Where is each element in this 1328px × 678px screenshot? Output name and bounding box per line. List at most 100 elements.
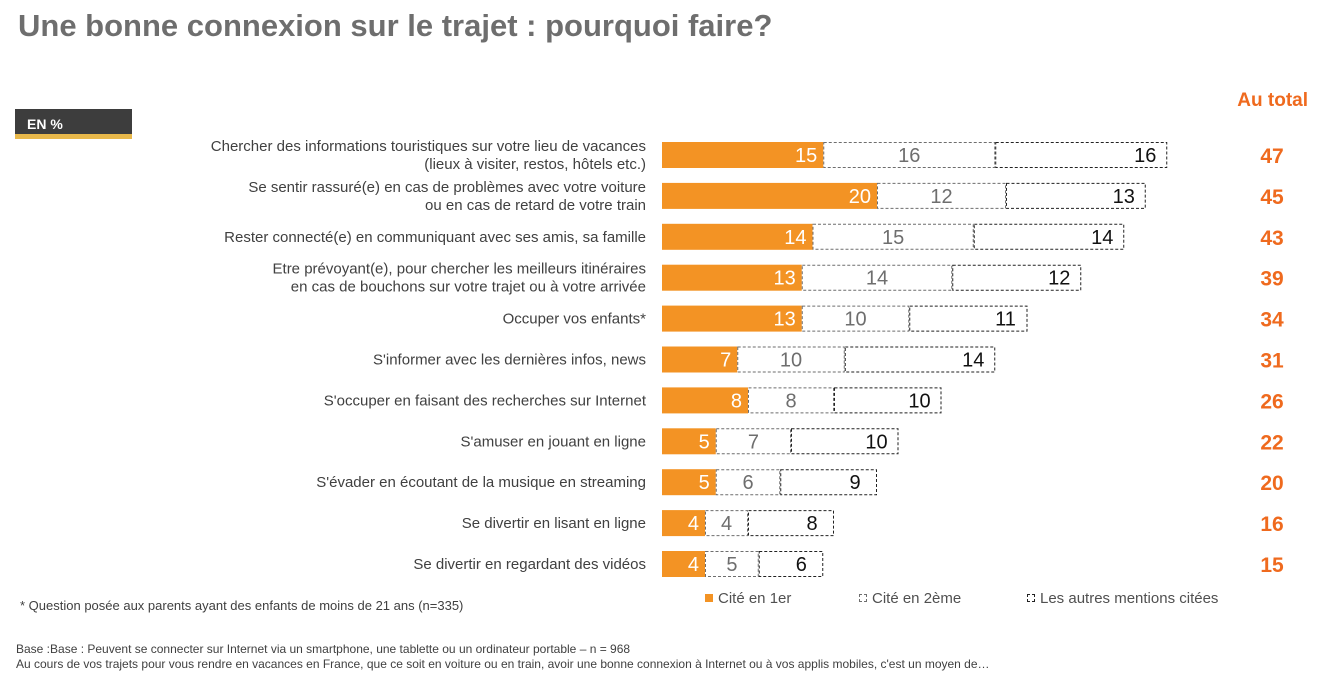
- legend-swatch-series-1: [705, 594, 713, 603]
- category-label: Etre prévoyant(e), pour chercher les mei…: [273, 261, 646, 278]
- bar-segment-cite-1er: [662, 305, 802, 332]
- bar-segment-autres-mentions: [748, 510, 834, 537]
- category-label: S'amuser en jouant en ligne: [461, 433, 647, 450]
- bar-segment-cite-1er: [662, 182, 877, 209]
- total-value: 43: [1260, 227, 1283, 250]
- bar-segment-cite-1er: [662, 428, 716, 455]
- data-label: 8: [785, 390, 796, 412]
- bar-segment-autres-mentions: [844, 346, 996, 373]
- data-label: 10: [780, 350, 802, 372]
- base-line-2: Au cours de vos trajets pour vous rendre…: [16, 657, 990, 671]
- legend-swatch-series-3: [1027, 594, 1035, 603]
- bar-segment-autres-mentions: [909, 305, 1028, 332]
- category-label: (lieux à visiter, restos, hôtels etc.): [424, 156, 646, 173]
- bar-segment-autres-mentions: [834, 387, 942, 414]
- data-label: 8: [731, 390, 742, 412]
- category-label: S'informer avec les dernières infos, new…: [373, 352, 646, 369]
- bar-segment-cite-2eme: [748, 387, 834, 414]
- bar-segment-cite-1er: [662, 264, 802, 291]
- bar-segment-cite-2eme: [877, 182, 1006, 209]
- bar-segment-cite-1er: [662, 223, 813, 250]
- data-label: 10: [908, 390, 930, 412]
- category-label: Se sentir rassuré(e) en cas de problèmes…: [248, 179, 646, 196]
- data-label: 8: [806, 513, 817, 535]
- data-label: 20: [849, 186, 871, 208]
- legend-label-series-2: Cité en 2ème: [872, 590, 962, 607]
- bar-segment-cite-1er: [662, 510, 705, 537]
- page-title: Une bonne connexion sur le trajet : pour…: [18, 8, 773, 43]
- footnote: * Question posée aux parents ayant des e…: [20, 598, 464, 613]
- data-label: 5: [699, 431, 710, 453]
- legend-item-series-3: Les autres mentions citées: [1027, 590, 1218, 607]
- bar-segment-autres-mentions: [758, 551, 824, 577]
- legend-label-series-1: Cité en 1er: [718, 590, 792, 607]
- total-value: 31: [1260, 350, 1284, 373]
- total-value: 20: [1260, 472, 1283, 495]
- bar-segment-cite-2eme: [812, 223, 974, 250]
- data-label: 14: [784, 227, 806, 249]
- bar-segment-autres-mentions: [791, 428, 899, 455]
- bar-segment-cite-2eme: [705, 551, 759, 577]
- category-label: S'occuper en faisant des recherches sur …: [324, 392, 647, 409]
- data-label: 13: [774, 268, 796, 290]
- bar-segment-autres-mentions: [780, 469, 877, 496]
- data-label: 11: [995, 309, 1016, 331]
- category-label: en cas de bouchons sur votre trajet ou à…: [291, 279, 646, 296]
- category-label: S'évader en écoutant de la musique en st…: [316, 474, 646, 491]
- legend-item-series-2: Cité en 2ème: [859, 590, 961, 607]
- bar-segment-cite-2eme: [737, 346, 845, 373]
- data-label: 14: [1091, 227, 1113, 249]
- data-label: 16: [898, 145, 920, 167]
- category-label: Se divertir en lisant en ligne: [462, 515, 646, 532]
- category-label: Chercher des informations touristiques s…: [211, 138, 646, 155]
- data-label: 10: [844, 309, 866, 331]
- data-label: 14: [962, 350, 984, 372]
- data-label: 13: [774, 309, 796, 331]
- total-value: 39: [1260, 268, 1283, 291]
- data-label: 6: [742, 472, 753, 494]
- data-label: 15: [882, 227, 904, 249]
- bar-segment-cite-2eme: [705, 510, 748, 537]
- total-value: 16: [1260, 513, 1283, 536]
- total-value: 15: [1260, 554, 1284, 577]
- total-column-header: Au total: [1237, 90, 1308, 111]
- total-value: 26: [1260, 390, 1283, 413]
- base-note: Base :Base : Peuvent se connecter sur In…: [16, 642, 990, 672]
- legend-label-series-3: Les autres mentions citées: [1040, 590, 1219, 607]
- data-label: 5: [726, 554, 737, 576]
- unit-badge: EN %: [15, 109, 132, 139]
- bar-segment-cite-1er: [662, 551, 705, 577]
- bar-segment-cite-2eme: [823, 142, 996, 168]
- category-label: Occuper vos enfants*: [503, 311, 647, 328]
- base-line-1: Base :Base : Peuvent se connecter sur In…: [16, 642, 631, 656]
- category-label: ou en cas de retard de votre train: [425, 197, 646, 214]
- total-value: 34: [1260, 309, 1284, 332]
- data-label: 13: [1113, 186, 1135, 208]
- total-value: 45: [1260, 186, 1284, 209]
- data-label: 4: [688, 554, 699, 576]
- bar-segment-autres-mentions: [995, 142, 1168, 168]
- data-label: 4: [721, 513, 732, 535]
- data-label: 4: [688, 513, 699, 535]
- stacked-bar-chart: Chercher des informations touristiques s…: [211, 138, 1284, 577]
- bar-segment-autres-mentions: [973, 223, 1125, 250]
- data-label: 16: [1134, 145, 1156, 167]
- data-label: 14: [866, 268, 888, 290]
- unit-badge-label: EN %: [27, 116, 63, 132]
- bar-segment-cite-1er: [662, 346, 738, 373]
- bar-segment-cite-2eme: [715, 428, 791, 455]
- data-label: 5: [699, 472, 710, 494]
- bar-segment-cite-1er: [662, 387, 748, 414]
- data-label: 10: [865, 431, 887, 453]
- data-label: 9: [849, 472, 860, 494]
- legend-item-series-1: Cité en 1er: [705, 590, 791, 607]
- bar-segment-cite-1er: [662, 142, 824, 168]
- total-value: 22: [1260, 431, 1283, 454]
- bar-segment-cite-2eme: [801, 264, 953, 291]
- category-label: Se divertir en regardant des vidéos: [413, 556, 646, 573]
- data-label: 12: [930, 186, 952, 208]
- category-label: Rester connecté(e) en communiquant avec …: [224, 229, 646, 246]
- bar-segment-cite-2eme: [801, 305, 910, 332]
- bar-segment-autres-mentions: [952, 264, 1082, 291]
- bar-segment-autres-mentions: [1006, 182, 1146, 209]
